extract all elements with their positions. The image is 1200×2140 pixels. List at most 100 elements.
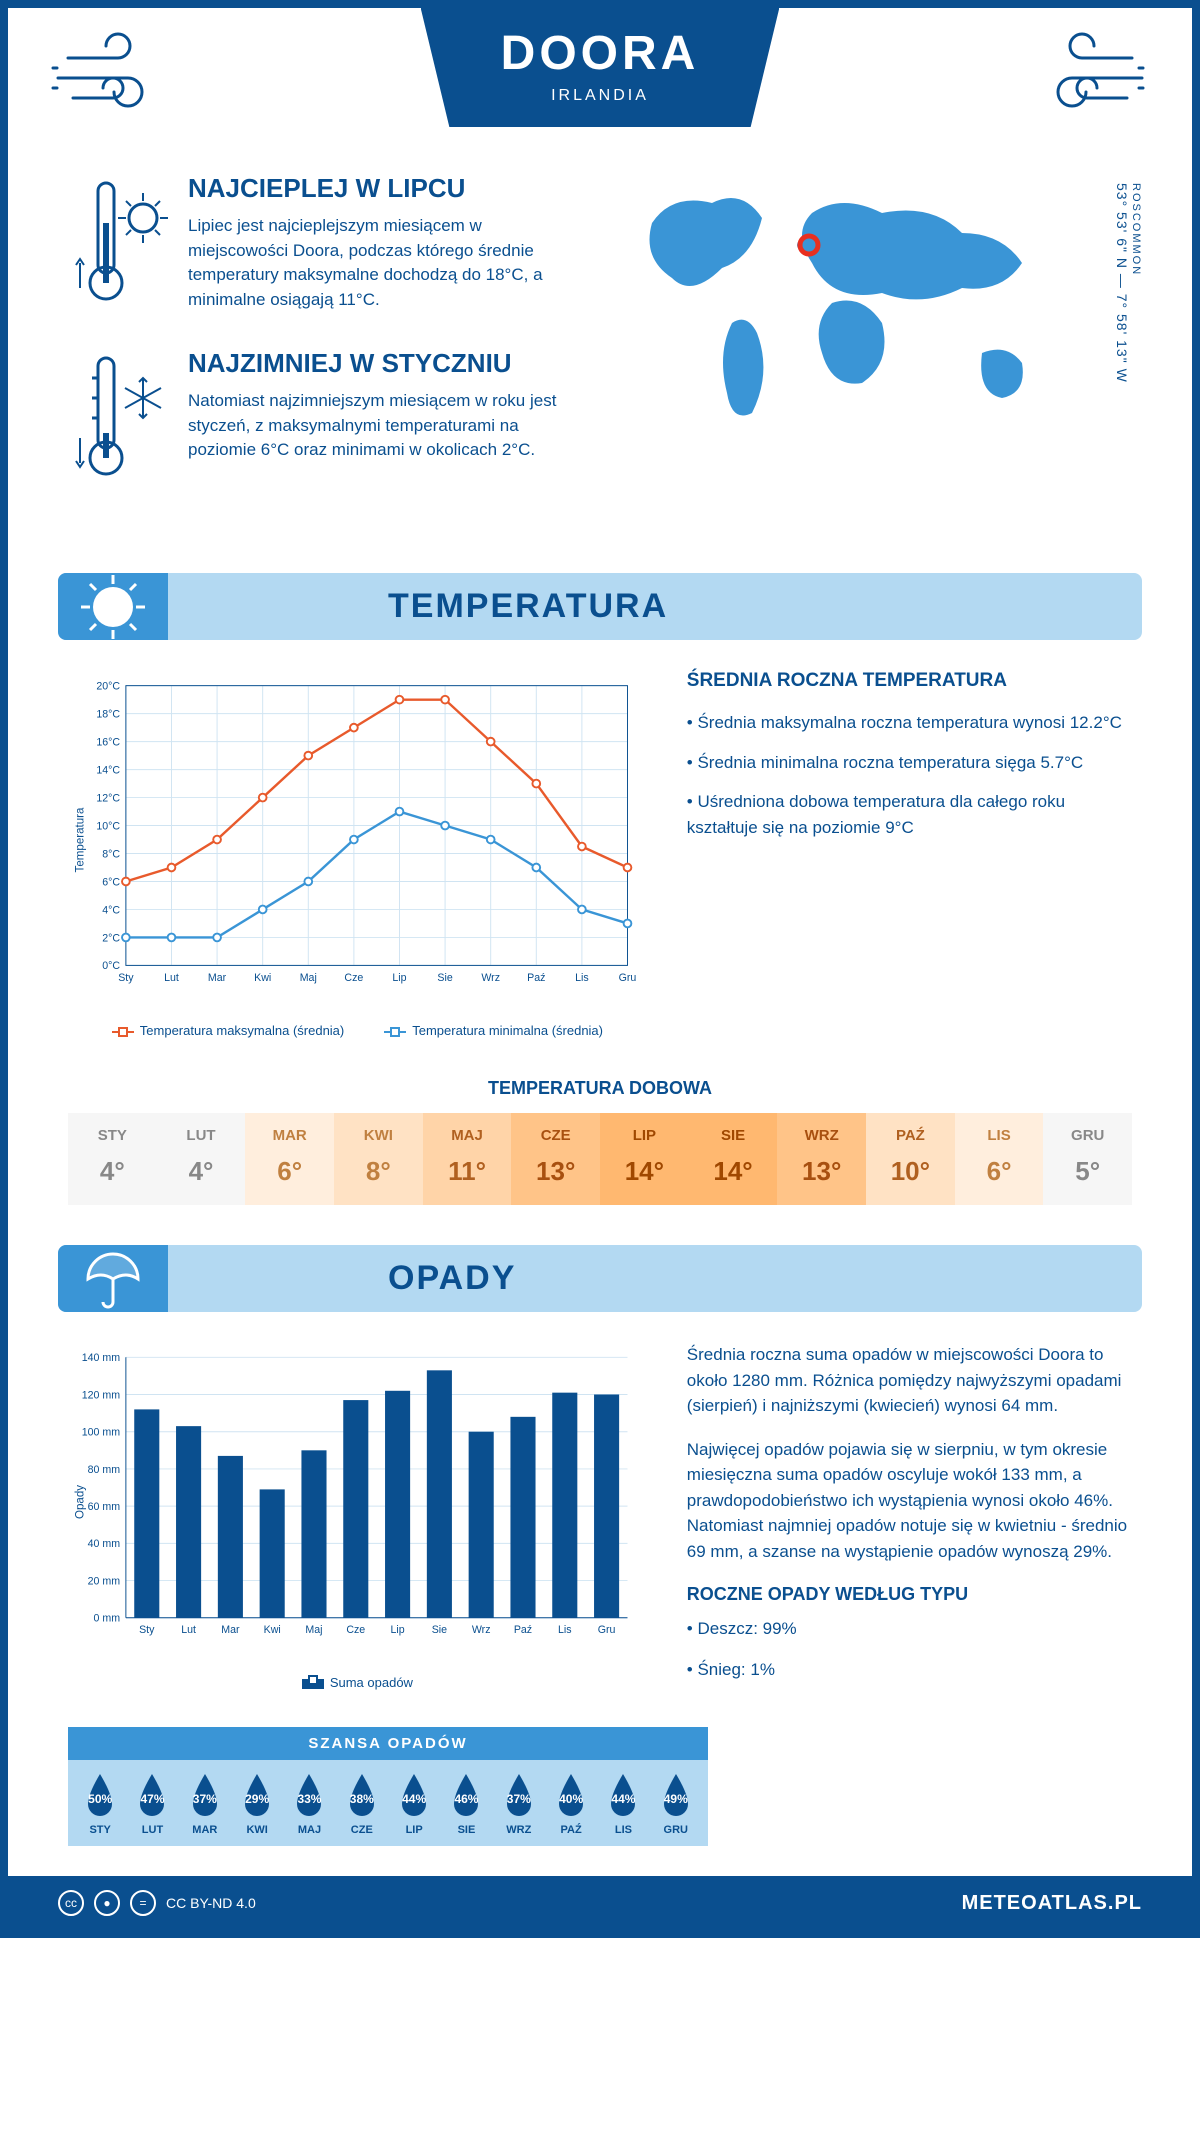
intro-section: NAJCIEPLEJ W LIPCU Lipiec jest najcieple…	[8, 163, 1192, 553]
svg-text:12°C: 12°C	[96, 792, 120, 804]
svg-text:140 mm: 140 mm	[82, 1352, 120, 1364]
svg-text:60 mm: 60 mm	[88, 1501, 121, 1513]
svg-text:Maj: Maj	[300, 972, 317, 984]
rain-legend-label: Suma opadów	[330, 1675, 413, 1690]
chance-cell: 50%STY	[74, 1770, 126, 1836]
rain-section-header: OPADY	[58, 1245, 1142, 1312]
svg-text:100 mm: 100 mm	[82, 1427, 120, 1439]
svg-text:10°C: 10°C	[96, 820, 120, 832]
svg-text:Lis: Lis	[558, 1624, 572, 1636]
svg-text:Opady: Opady	[74, 1485, 86, 1519]
rain-chance-box: SZANSA OPADÓW 50%STY47%LUT37%MAR29%KWI33…	[68, 1727, 708, 1846]
svg-text:Wrz: Wrz	[472, 1624, 491, 1636]
sun-icon	[58, 573, 168, 640]
temp-info-bullet: • Średnia minimalna roczna temperatura s…	[687, 750, 1132, 776]
temperature-section-header: TEMPERATURA	[58, 573, 1142, 640]
temperature-title: TEMPERATURA	[188, 587, 1142, 626]
svg-text:2°C: 2°C	[102, 932, 120, 944]
rain-chart: 0 mm 20 mm 40 mm 60 mm 80 mm 100 mm 120 mm 140 …	[68, 1342, 647, 1697]
daily-temp-table: STY4°LUT4°MAR6°KWI8°MAJ11°CZE13°LIP14°SI…	[68, 1113, 1132, 1205]
license-block: cc ● = CC BY-ND 4.0	[58, 1890, 256, 1916]
svg-text:6°C: 6°C	[102, 876, 120, 888]
thermometer-hot-icon	[68, 173, 168, 318]
rain-info-paragraph: Średnia roczna suma opadów w miejscowośc…	[687, 1342, 1132, 1419]
chance-cell: 33%MAJ	[283, 1770, 335, 1836]
svg-text:40 mm: 40 mm	[88, 1538, 121, 1550]
chance-cell: 40%PAŹ	[545, 1770, 597, 1836]
by-icon: ●	[94, 1890, 120, 1916]
rain-title: OPADY	[188, 1259, 1142, 1298]
chance-cell: 49%GRU	[650, 1770, 702, 1836]
umbrella-icon	[58, 1245, 168, 1312]
svg-text:0 mm: 0 mm	[94, 1613, 121, 1625]
daily-temp-cell: CZE13°	[511, 1113, 600, 1205]
svg-text:Temperatura: Temperatura	[74, 807, 86, 872]
cc-icon: cc	[58, 1890, 84, 1916]
svg-text:16°C: 16°C	[96, 736, 120, 748]
country-subtitle: IRLANDIA	[501, 87, 700, 105]
svg-text:Lis: Lis	[575, 972, 589, 984]
temperature-chart: 0°C2°C4°C6°C8°C10°C12°C14°C16°C18°C20°CS…	[68, 670, 647, 1038]
rain-type-item: • Śnieg: 1%	[687, 1656, 1132, 1683]
svg-text:20 mm: 20 mm	[88, 1575, 121, 1587]
svg-text:Paź: Paź	[514, 1624, 532, 1636]
rain-body: 0 mm 20 mm 40 mm 60 mm 80 mm 100 mm 120 mm 140 …	[8, 1312, 1192, 1707]
svg-text:Maj: Maj	[305, 1624, 322, 1636]
svg-text:80 mm: 80 mm	[88, 1464, 121, 1476]
coordinates: ROSCOMMON 53° 53' 6" N — 7° 58' 13" W	[1114, 183, 1142, 383]
svg-text:Kwi: Kwi	[254, 972, 271, 984]
svg-text:120 mm: 120 mm	[82, 1389, 120, 1401]
svg-text:Mar: Mar	[208, 972, 227, 984]
region-label: ROSCOMMON	[1130, 183, 1142, 377]
daily-temp-cell: MAJ11°	[423, 1113, 512, 1205]
chance-cell: 37%WRZ	[493, 1770, 545, 1836]
footer: cc ● = CC BY-ND 4.0 METEOATLAS.PL	[8, 1876, 1192, 1930]
license-text: CC BY-ND 4.0	[166, 1895, 256, 1911]
warmest-title: NAJCIEPLEJ W LIPCU	[188, 173, 572, 204]
svg-text:Sie: Sie	[437, 972, 452, 984]
svg-text:Paź: Paź	[527, 972, 545, 984]
temp-info-bullet: • Średnia maksymalna roczna temperatura …	[687, 710, 1132, 736]
warmest-block: NAJCIEPLEJ W LIPCU Lipiec jest najcieple…	[68, 173, 572, 318]
svg-text:0°C: 0°C	[102, 960, 120, 972]
daily-temp-cell: SIE14°	[689, 1113, 778, 1205]
city-title: DOORA	[501, 26, 700, 81]
svg-text:Cze: Cze	[346, 1624, 365, 1636]
svg-text:Gru: Gru	[598, 1624, 616, 1636]
svg-text:Lut: Lut	[164, 972, 179, 984]
daily-temp-cell: LIS6°	[955, 1113, 1044, 1205]
daily-temp-cell: LUT4°	[157, 1113, 246, 1205]
chance-title: SZANSA OPADÓW	[68, 1727, 708, 1760]
daily-temp-cell: MAR6°	[245, 1113, 334, 1205]
svg-text:Sie: Sie	[432, 1624, 447, 1636]
svg-text:Gru: Gru	[619, 972, 637, 984]
svg-text:8°C: 8°C	[102, 848, 120, 860]
daily-temp-cell: STY4°	[68, 1113, 157, 1205]
warmest-text: Lipiec jest najcieplejszym miesiącem w m…	[188, 214, 572, 313]
title-banner: DOORA IRLANDIA	[421, 8, 780, 127]
chance-cell: 38%CZE	[336, 1770, 388, 1836]
rain-info: Średnia roczna suma opadów w miejscowośc…	[687, 1342, 1132, 1697]
svg-text:20°C: 20°C	[96, 681, 120, 693]
chance-cell: 44%LIS	[597, 1770, 649, 1836]
svg-text:Lip: Lip	[392, 972, 406, 984]
svg-text:4°C: 4°C	[102, 904, 120, 916]
daily-temp-title: TEMPERATURA DOBOWA	[8, 1078, 1192, 1099]
header: DOORA IRLANDIA	[8, 8, 1192, 163]
chance-cell: 44%LIP	[388, 1770, 440, 1836]
svg-text:Lip: Lip	[390, 1624, 404, 1636]
temperature-body: 0°C2°C4°C6°C8°C10°C12°C14°C16°C18°C20°CS…	[8, 640, 1192, 1058]
svg-text:Sty: Sty	[118, 972, 134, 984]
rain-type-title: ROCZNE OPADY WEDŁUG TYPU	[687, 1584, 1132, 1605]
rain-legend: Suma opadów	[68, 1675, 647, 1690]
temp-info-bullet: • Uśredniona dobowa temperatura dla całe…	[687, 789, 1132, 840]
svg-text:Kwi: Kwi	[264, 1624, 281, 1636]
thermometer-cold-icon	[68, 348, 168, 493]
site-name: METEOATLAS.PL	[962, 1892, 1142, 1915]
avg-temp-title: ŚREDNIA ROCZNA TEMPERATURA	[687, 670, 1132, 692]
chance-cell: 29%KWI	[231, 1770, 283, 1836]
daily-temp-cell: PAŹ10°	[866, 1113, 955, 1205]
coords-text: 53° 53' 6" N — 7° 58' 13" W	[1114, 183, 1130, 383]
svg-text:Mar: Mar	[221, 1624, 240, 1636]
daily-temp-cell: GRU5°	[1043, 1113, 1132, 1205]
